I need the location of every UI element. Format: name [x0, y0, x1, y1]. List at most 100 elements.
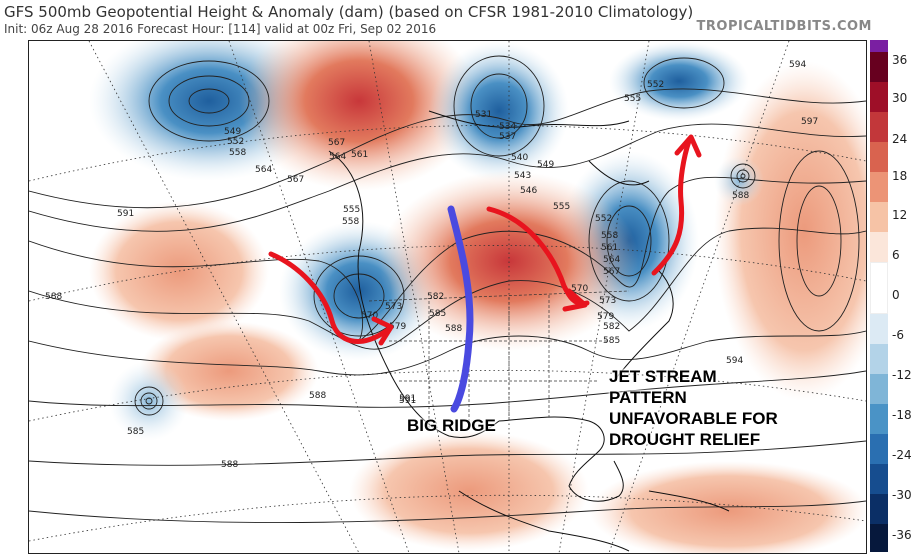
jet-annotation-line: DROUGHT RELIEF [609, 430, 761, 449]
forecast-map: 549 552 558 564 567 591 588 564 561 567 … [28, 40, 867, 554]
colorbar-swatch [870, 524, 888, 552]
colorbar-swatch [870, 314, 888, 344]
colorbar-swatch [870, 112, 888, 142]
contour-label: 579 [389, 322, 406, 332]
contour-label: 552 [595, 214, 612, 224]
jet-annotation-line: UNFAVORABLE FOR [609, 409, 778, 428]
contour-label: 552 [227, 137, 244, 147]
ridge-axis-line [447, 205, 474, 413]
contour-label: 555 [553, 202, 570, 212]
jet-stream-arrows [268, 134, 702, 346]
contour-label: 570 [571, 284, 588, 294]
contour-label: 588 [221, 460, 238, 470]
contour-label: 564 [329, 152, 346, 162]
contour-label: 561 [351, 150, 368, 160]
colorbar-swatch [870, 464, 888, 494]
contour-label: 537 [499, 132, 516, 142]
contour-label: 549 [537, 160, 554, 170]
contour-labels: 549 552 558 564 567 591 588 564 561 567 … [45, 60, 818, 470]
contour-label: 588 [45, 292, 62, 302]
coastlines [328, 110, 730, 552]
colorbar-swatch [870, 172, 888, 202]
colorbar-swatch [870, 40, 888, 52]
contour-label: 570 [361, 311, 378, 321]
colorbar-swatch [870, 494, 888, 524]
colorbar-label: 18 [892, 169, 908, 183]
contour-label: 588 [445, 324, 462, 334]
contour-label: 591 [399, 396, 416, 406]
jet-arrow-northeast [651, 138, 692, 276]
contour-label: 555 [343, 205, 360, 215]
colorbar-label: -30 [892, 488, 912, 502]
contour-label: 594 [726, 356, 743, 366]
jet-arrow-trough-head [562, 288, 588, 312]
contour-label: 579 [597, 312, 614, 322]
contour-label: 555 [624, 94, 641, 104]
colorbar-swatch [870, 404, 888, 434]
contour-label: 585 [603, 336, 620, 346]
contour-label: 543 [514, 171, 531, 181]
contour-label: 558 [601, 231, 618, 241]
contour-label: 564 [255, 165, 272, 175]
colorbar-swatch [870, 142, 888, 172]
contour-label: 582 [603, 322, 620, 332]
colorbar-swatch [870, 82, 888, 112]
colorbar-label: -18 [892, 408, 912, 422]
colorbar-label: -12 [892, 368, 912, 382]
jet-stream-annotation: JET STREAM PATTERN UNFAVORABLE FOR DROUG… [609, 366, 778, 450]
map-canvas: 549 552 558 564 567 591 588 564 561 567 … [29, 41, 866, 553]
contour-label: 567 [287, 175, 304, 185]
anomaly-colorbar: 36 30 24 18 12 6 0 -6 -12 -18 -24 -30 -3… [868, 40, 924, 552]
colorbar-swatch [870, 262, 888, 314]
contour-label: 591 [117, 209, 134, 219]
contour-label: 546 [520, 186, 537, 196]
colorbar-label: 30 [892, 91, 908, 105]
contour-label: 558 [229, 148, 246, 158]
colorbar-label: 36 [892, 53, 908, 67]
colorbar-label: -36 [892, 528, 912, 542]
graticule [29, 41, 866, 553]
jet-arrow-trough [486, 206, 590, 307]
contour-label: 588 [309, 391, 326, 401]
colorbar-label: 6 [892, 248, 900, 262]
contour-label: 549 [224, 127, 241, 137]
anomaly-shading [89, 41, 866, 553]
jet-arrow-west [268, 251, 392, 344]
colorbar-swatch [870, 232, 888, 262]
contour-label: 552 [647, 80, 664, 90]
contour-label: 567 [603, 267, 620, 277]
colorbar-label: -6 [892, 328, 904, 342]
contour-label: 582 [427, 292, 444, 302]
colorbar-swatch [870, 374, 888, 404]
jet-annotation-line: PATTERN [609, 388, 687, 407]
colorbar-label: 24 [892, 132, 908, 146]
contour-label: 597 [801, 117, 818, 127]
contour-label: 594 [789, 60, 806, 70]
jet-arrow-northeast-head [674, 134, 702, 158]
contour-label: 573 [385, 302, 402, 312]
contour-label: 588 [732, 191, 749, 201]
contour-label: 540 [511, 153, 528, 163]
contour-label: 585 [429, 309, 446, 319]
contour-label: 561 [601, 243, 618, 253]
contour-label: 567 [328, 138, 345, 148]
header: GFS 500mb Geopotential Height & Anomaly … [0, 0, 924, 42]
map-title: GFS 500mb Geopotential Height & Anomaly … [4, 3, 694, 21]
brand-watermark: TROPICALTIDBITS.COM [696, 19, 872, 34]
jet-arrow-west-head [371, 316, 394, 346]
colorbar-label: 0 [892, 288, 900, 302]
jet-annotation-line: JET STREAM [609, 367, 717, 386]
colorbar-swatch [870, 434, 888, 464]
map-subtitle: Init: 06z Aug 28 2016 Forecast Hour: [11… [4, 22, 437, 36]
contour-label: 531 [475, 110, 492, 120]
contour-label: 585 [127, 427, 144, 437]
colorbar-swatch [870, 344, 888, 374]
colorbar-swatch [870, 202, 888, 232]
colorbar-label: -24 [892, 448, 912, 462]
contour-label: 558 [342, 217, 359, 227]
colorbar-swatch [870, 52, 888, 82]
contour-label: 573 [599, 296, 616, 306]
contour-label: 591 [399, 394, 416, 404]
big-ridge-annotation: BIG RIDGE [407, 416, 496, 435]
contour-label: 534 [499, 122, 516, 132]
